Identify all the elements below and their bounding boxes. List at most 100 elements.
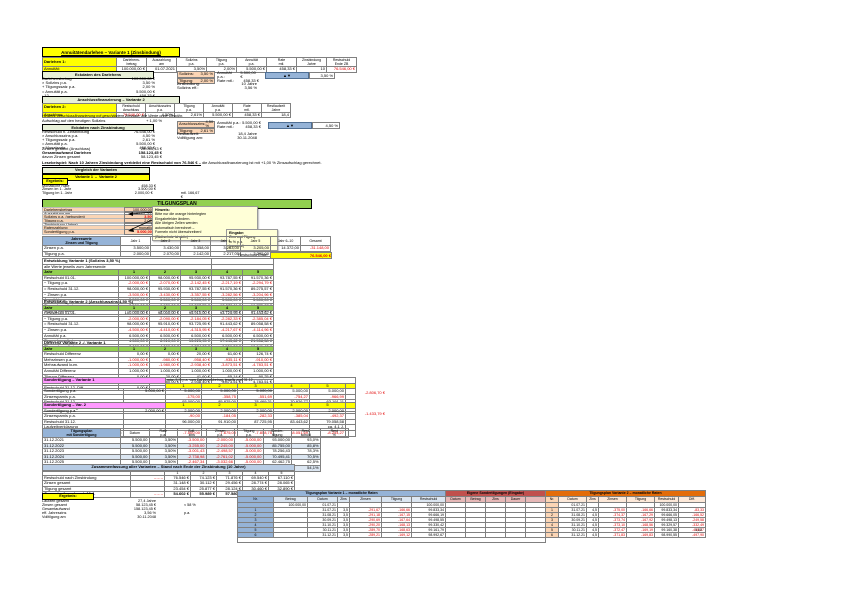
column-header[interactable]: 5 [242,304,274,312]
row-label[interactable]: Darlehen 2: [42,102,117,113]
table-title[interactable]: Jahreswerte Zinsen und Tilgung [42,235,121,247]
column-header[interactable]: 5 [242,345,274,353]
column-header[interactable]: Restschuld Ende ZB [326,56,357,68]
value-cell[interactable]: -332,49 [678,521,706,528]
value-cell[interactable]: 2.142,00 [180,250,211,258]
input-value[interactable]: 4,50 % [205,119,214,129]
column-header[interactable]: Tilgung p.a. [206,56,237,68]
value-cell[interactable]: -415,27 [678,526,706,533]
value-cell[interactable]: 62,5% [291,459,321,466]
column-header[interactable]: Restschuld Anschluss [116,102,146,113]
value-cell[interactable]: -249,58 [678,516,706,523]
input-value[interactable]: 2,00 % [200,77,213,83]
value-cell[interactable]: 93,0% [291,437,321,444]
value-cell[interactable]: 6.500,00 € [242,332,274,340]
empty-cell[interactable] [345,413,356,420]
value-cell[interactable]: 70,5% [291,453,321,461]
table-note[interactable]: max. 5 % p.a. vom Darlehensbetrag, jewei… [165,377,356,384]
cell[interactable] [211,340,274,347]
row-label[interactable]: Tilgung p.a. [42,250,121,258]
value-cell[interactable]: 2.000,00 [120,250,151,258]
value-cell[interactable]: 1.000,00 € [242,368,274,375]
column-header[interactable]: Rate p.a. [148,427,178,439]
column-header[interactable] [345,402,356,409]
spinner-arrows-icon[interactable]: ▲▼ [283,72,291,78]
value-cell[interactable]: 28.065 € [268,480,295,487]
column-header[interactable]: Annuität p.a. [236,56,267,68]
value-cell[interactable]: 89.275,57 € [242,286,274,293]
value-cell[interactable]: 55.989 € [190,491,217,498]
column-header[interactable]: Annuität p.a. [203,102,233,113]
value-cell[interactable]: 91.443,62 € [242,310,274,317]
spinner-arrows-icon[interactable]: ▲▼ [286,123,294,128]
variant1-title-bar[interactable]: Annuitätendarlehen – Variante 1 (Zinsbin… [42,47,180,57]
value-cell[interactable]: -2.385,04 € [242,315,274,323]
variant2-rate-spinner[interactable]: ▲▼ 4,50 % [268,122,340,129]
empty[interactable] [546,537,706,542]
column-header[interactable]: Rest% [319,427,349,439]
value-cell[interactable]: 89.058,58 € [242,321,274,328]
column-header[interactable]: Darlehens-betrag [116,56,147,68]
column-header[interactable]: Anschlusszins p.a. [145,102,175,113]
variant1-orange-inputs[interactable]: Sollzins: 3,50 % Tilgung: 2,00 % [177,71,215,84]
column-header[interactable]: Restlaufzeit Jahre [261,102,291,113]
column-header[interactable]: Jahr 5 [240,235,271,247]
table-title[interactable]: Tilgungsplan mit Sondertilgung [42,427,121,439]
value-cell[interactable]: -497,90 [678,531,706,538]
value-cell[interactable]: 85,8% [291,442,321,450]
column-header[interactable]: Rate mtl. [232,102,262,113]
spinner-track[interactable]: ▲▼ [268,122,312,129]
column-header[interactable]: Jahr 4 [210,235,241,247]
column-header[interactable]: Sollzins p.a. [176,56,207,68]
empty-cell[interactable] [345,418,356,426]
value-cell[interactable]: -2.294,79 € [242,280,274,287]
column-header[interactable]: Jahr 2 [150,235,181,247]
column-header[interactable]: Soll-zins [177,427,207,439]
column-header[interactable]: Jahr 1 [120,235,151,247]
row-label[interactable]: 31.12.2021 [42,437,121,444]
row-label[interactable]: 31.12.2024 [42,453,121,461]
input-value[interactable]: 3,50 % [200,71,213,77]
column-header[interactable]: Gesamt [300,235,331,247]
value-cell[interactable]: 126,74 € [242,351,274,358]
empty-cell[interactable] [345,388,356,395]
column-header[interactable]: Jahr 6–10 [270,235,301,247]
value-cell[interactable]: 67.110 € [268,474,295,482]
column-header[interactable]: Zinsen p.a. [205,427,235,439]
cell[interactable] [211,258,274,265]
row-label[interactable]: Darlehen 1: [42,56,117,68]
value-cell[interactable]: -166,52 [678,511,706,518]
value-cell[interactable]: -910,00 € [242,356,274,364]
column-header[interactable]: Sonder-tilgung [262,427,292,439]
column-header[interactable]: Datum [120,427,150,439]
column-header[interactable]: Zinsbindung Jahre [296,56,327,68]
variant1-rate-spinner[interactable]: ▲▼ 3,50 % [265,71,335,79]
value-cell[interactable]: 76.546,00 € [326,66,357,73]
value-cell[interactable]: -4.114,96 € [242,327,274,334]
value-cell[interactable]: -4.783,51 € [242,362,274,369]
column-header[interactable]: 5 [242,269,274,276]
value-cell[interactable]: 78,3% [291,448,321,455]
empty-cell[interactable] [345,424,356,431]
value-cell[interactable]: 54,1% [291,465,321,472]
cell[interactable] [211,263,274,271]
value-cell[interactable]: 18,4 [261,111,291,119]
row-label[interactable]: 31.12.2023 [42,448,121,455]
flag-cell[interactable]: – – – [130,491,165,498]
empty-cell[interactable] [345,393,356,401]
spinner-track[interactable]: ▲▼ [265,71,309,79]
variant2-orange-inputs[interactable]: Anschlusszins: 4,50 % Tilgung: 2,61 % [177,119,215,134]
value-cell[interactable]: -3.204,96 € [242,291,274,299]
column-header[interactable]: Rate mtl. [266,56,297,68]
value-cell[interactable]: 2.070,00 [150,250,181,258]
column-header[interactable]: Rest-schuld [291,427,321,439]
cell[interactable] [211,299,274,306]
column-header[interactable]: Tilgung p.a. [234,427,264,439]
value-cell[interactable]: 54.602 € [164,491,191,498]
value-cell[interactable]: 91.570,36 € [242,274,274,282]
strip-value[interactable]: 76.546,00 € [270,252,332,259]
column-header[interactable]: Auszahlung am [146,56,177,68]
column-header[interactable]: Tilgung p.a. [174,102,204,113]
column-header[interactable]: 5 [268,469,295,476]
empty-cell[interactable] [345,407,356,415]
